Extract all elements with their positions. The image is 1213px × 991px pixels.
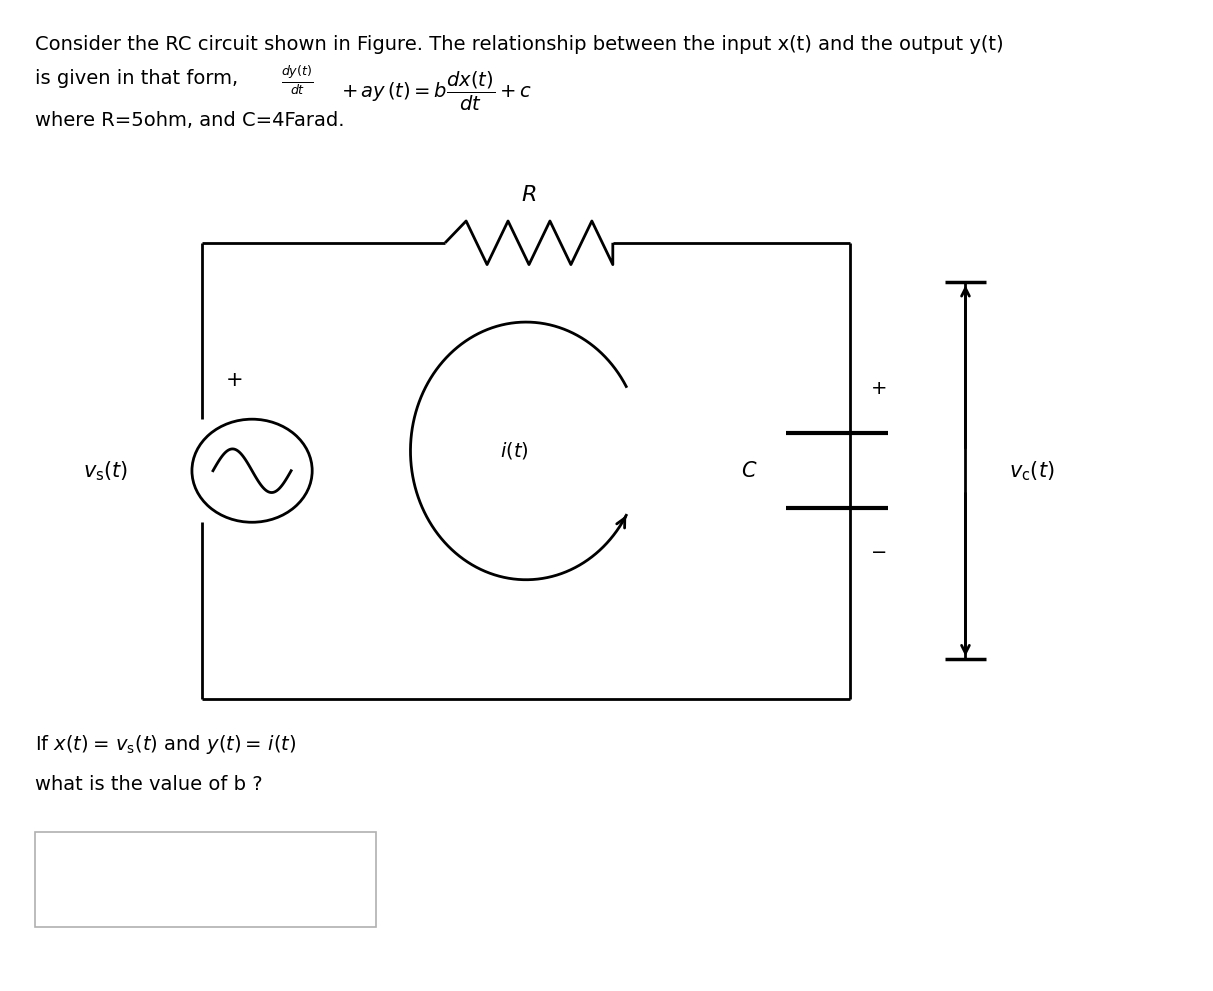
Text: +: + <box>226 370 244 389</box>
Bar <box>35 832 376 927</box>
Text: $v_{\rm s}(t)$: $v_{\rm s}(t)$ <box>82 459 127 483</box>
Text: $R$: $R$ <box>522 185 536 205</box>
Text: +: + <box>871 379 887 398</box>
Text: $i(t)$: $i(t)$ <box>500 440 529 462</box>
Text: what is the value of b ?: what is the value of b ? <box>35 775 262 794</box>
Text: $v_{\rm c}(t)$: $v_{\rm c}(t)$ <box>1009 459 1055 483</box>
Text: $C$: $C$ <box>741 461 757 481</box>
Text: where R=5ohm, and C=4Farad.: where R=5ohm, and C=4Farad. <box>35 111 344 130</box>
Text: is given in that form,: is given in that form, <box>35 69 238 88</box>
Text: $+ \, ay \,(t) = b\dfrac{dx(t)}{dt} + c$: $+ \, ay \,(t) = b\dfrac{dx(t)}{dt} + c$ <box>341 70 533 113</box>
Text: Consider the RC circuit shown in Figure. The relationship between the input x(t): Consider the RC circuit shown in Figure.… <box>35 35 1003 54</box>
Circle shape <box>192 419 312 522</box>
Text: $\frac{dy(t)}{dt}$: $\frac{dy(t)}{dt}$ <box>281 64 313 97</box>
Text: −: − <box>871 543 887 563</box>
Text: If $x(t)= \, v_{\rm s}(t)$ and $y(t)= \, i(t)$: If $x(t)= \, v_{\rm s}(t)$ and $y(t)= \,… <box>35 733 296 756</box>
Bar <box>203 243 850 699</box>
